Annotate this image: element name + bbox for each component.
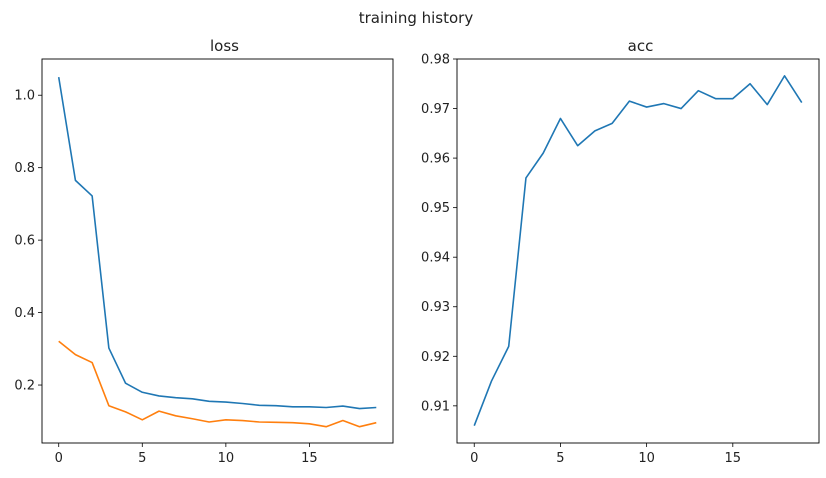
acc-y-tick-label: 0.93 bbox=[421, 300, 450, 315]
loss-y-tick-label: 0.8 bbox=[14, 161, 35, 176]
loss-axes-frame bbox=[41, 58, 394, 444]
loss-series-line-1 bbox=[58, 340, 377, 428]
loss-series-line-0 bbox=[57, 76, 377, 410]
acc-y-tick-label: 0.98 bbox=[421, 53, 450, 68]
loss-y-tick-label: 1.0 bbox=[14, 89, 35, 104]
acc-series-line-0 bbox=[473, 75, 803, 426]
acc-y-tick-label: 0.94 bbox=[421, 251, 450, 266]
acc-chart-title: acc bbox=[628, 37, 654, 55]
acc-x-tick-label: 5 bbox=[556, 451, 564, 466]
acc-y-tick-label: 0.92 bbox=[421, 350, 450, 365]
acc-y-tick-label: 0.95 bbox=[421, 201, 450, 216]
loss-y-tick-label: 0.2 bbox=[14, 379, 35, 394]
loss-chart-title: loss bbox=[210, 37, 239, 55]
acc-x-tick-label: 0 bbox=[470, 451, 478, 466]
acc-x-tick-label: 15 bbox=[725, 451, 742, 466]
loss-x-tick-label: 0 bbox=[55, 451, 63, 466]
acc-axes-frame bbox=[456, 58, 820, 444]
acc-y-tick-label: 0.96 bbox=[421, 152, 450, 167]
loss-x-tick-label: 10 bbox=[218, 451, 235, 466]
acc-y-tick-label: 0.97 bbox=[421, 102, 450, 117]
acc-axes: acc 0 5 10 15 0.91 0.92 0.93 0.94 0.95 0.96 0.97 0.… bbox=[421, 37, 820, 466]
acc-x-tick-label: 10 bbox=[638, 451, 655, 466]
loss-x-tick-label: 15 bbox=[301, 451, 318, 466]
loss-axes: loss 0 5 10 15 0.2 0.4 0.6 0.8 1.0 bbox=[14, 37, 394, 466]
figure-title: training history bbox=[359, 9, 474, 27]
loss-y-tick-label: 0.6 bbox=[14, 234, 35, 249]
acc-y-tick-label: 0.91 bbox=[421, 399, 450, 414]
loss-x-tick-label: 5 bbox=[138, 451, 146, 466]
loss-y-tick-label: 0.4 bbox=[14, 306, 35, 321]
